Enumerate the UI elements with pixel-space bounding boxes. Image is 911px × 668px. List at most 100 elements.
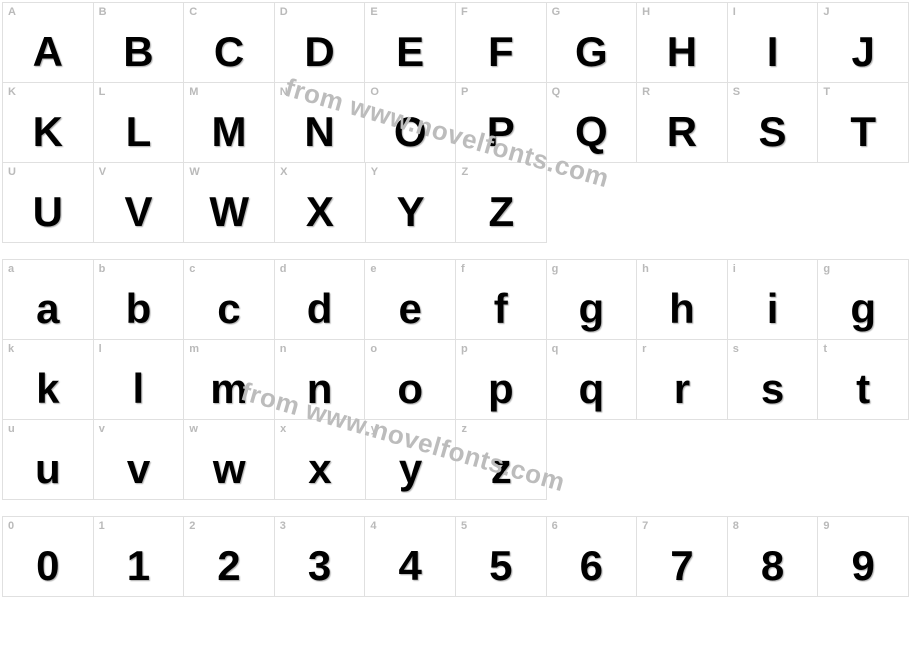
glyph-display: 55	[456, 540, 546, 590]
glyph-label: B	[99, 6, 107, 18]
glyph-row: AAABBBCCCDDDEEEFFFGGGHHHIIIJJJ	[3, 3, 909, 83]
glyph-label: 2	[189, 520, 195, 532]
glyph-main: K	[33, 108, 63, 155]
glyph-main: k	[36, 365, 59, 412]
glyph-main: v	[127, 445, 150, 492]
glyph-label: n	[280, 343, 287, 355]
glyph-display: zz	[456, 443, 546, 493]
glyph-label: U	[8, 166, 16, 178]
glyph-label: 9	[823, 520, 829, 532]
glyph-cell: iii	[728, 260, 819, 340]
glyph-cell: HHH	[637, 3, 728, 83]
glyph-main: 2	[217, 542, 240, 589]
glyph-display: tt	[818, 363, 908, 413]
glyph-display: uu	[3, 443, 93, 493]
glyph-cell: WWW	[184, 163, 275, 243]
glyph-label: f	[461, 263, 465, 275]
glyph-display: ll	[94, 363, 184, 413]
glyph-display: HH	[637, 26, 727, 76]
glyph-main: z	[491, 445, 512, 492]
glyph-cell: VVV	[94, 163, 185, 243]
glyph-display: 11	[94, 540, 184, 590]
glyph-label: x	[280, 423, 286, 435]
glyph-cell: UUU	[3, 163, 94, 243]
glyph-cell: 777	[637, 517, 728, 597]
glyph-display: XX	[275, 186, 365, 236]
glyph-cell: FFF	[456, 3, 547, 83]
glyph-display: QQ	[547, 106, 637, 156]
glyph-label: e	[370, 263, 376, 275]
glyph-display: bb	[94, 283, 184, 333]
glyph-label: 8	[733, 520, 739, 532]
glyph-main: u	[35, 445, 61, 492]
glyph-display: kk	[3, 363, 93, 413]
glyph-label: b	[99, 263, 106, 275]
glyph-label: 7	[642, 520, 648, 532]
glyph-row: KKKLLLMMMNNNOOOPPPQQQRRRSSSTTT	[3, 83, 909, 163]
glyph-main: Q	[575, 108, 608, 155]
glyph-label: l	[99, 343, 102, 355]
glyph-cell: 222	[184, 517, 275, 597]
glyph-display: WW	[184, 186, 274, 236]
glyph-label: o	[370, 343, 377, 355]
section-lowercase: aaabbbcccdddeeefffggghhhiiigggkkklllmmmn…	[2, 259, 909, 500]
glyph-main: C	[214, 28, 244, 75]
glyph-cell: ggg	[818, 260, 909, 340]
glyph-cell: mmm	[184, 340, 275, 420]
glyph-label: Y	[371, 166, 378, 178]
glyph-display: 44	[365, 540, 455, 590]
glyph-display: gg	[818, 283, 908, 333]
glyph-main: f	[494, 285, 508, 332]
glyph-label: a	[8, 263, 14, 275]
glyph-main: y	[399, 445, 422, 492]
glyph-display: ii	[728, 283, 818, 333]
glyph-display: LL	[94, 106, 184, 156]
glyph-main: B	[123, 28, 153, 75]
glyph-label: 3	[280, 520, 286, 532]
glyph-display: AA	[3, 26, 93, 76]
glyph-cell: sss	[728, 340, 819, 420]
glyph-main: g	[579, 285, 605, 332]
glyph-display: ZZ	[456, 186, 546, 236]
glyph-display: qq	[547, 363, 637, 413]
glyph-display: ee	[365, 283, 455, 333]
glyph-main: J	[851, 28, 874, 75]
glyph-main: O	[394, 108, 427, 155]
glyph-cell: OOO	[365, 83, 456, 163]
glyph-cell: kkk	[3, 340, 94, 420]
glyph-main: V	[125, 188, 153, 235]
glyph-display: nn	[275, 363, 365, 413]
glyph-cell: uuu	[3, 420, 94, 500]
glyph-main: 6	[580, 542, 603, 589]
glyph-cell: YYY	[366, 163, 457, 243]
glyph-main: U	[33, 188, 63, 235]
glyph-row: aaabbbcccdddeeefffggghhhiiiggg	[3, 260, 909, 340]
glyph-display: FF	[456, 26, 546, 76]
glyph-label: 4	[370, 520, 376, 532]
glyph-main: 0	[36, 542, 59, 589]
glyph-cell: zzz	[456, 420, 547, 500]
glyph-main: m	[210, 365, 247, 412]
glyph-label: i	[733, 263, 736, 275]
glyph-display: KK	[3, 106, 93, 156]
glyph-main: r	[674, 365, 690, 412]
glyph-main: s	[761, 365, 784, 412]
glyph-main: H	[667, 28, 697, 75]
glyph-cell: vvv	[94, 420, 185, 500]
glyph-display: YY	[366, 186, 456, 236]
glyph-display: SS	[728, 106, 818, 156]
glyph-cell: JJJ	[818, 3, 909, 83]
glyph-cell: qqq	[547, 340, 638, 420]
glyph-main: w	[213, 445, 246, 492]
glyph-main: D	[304, 28, 334, 75]
glyph-cell: III	[728, 3, 819, 83]
glyph-main: c	[217, 285, 240, 332]
glyph-cell: yyy	[366, 420, 457, 500]
glyph-display: II	[728, 26, 818, 76]
glyph-main: 5	[489, 542, 512, 589]
glyph-display: xx	[275, 443, 365, 493]
glyph-main: A	[33, 28, 63, 75]
glyph-cell: rrr	[637, 340, 728, 420]
glyph-label: Q	[552, 86, 561, 98]
glyph-cell: xxx	[275, 420, 366, 500]
